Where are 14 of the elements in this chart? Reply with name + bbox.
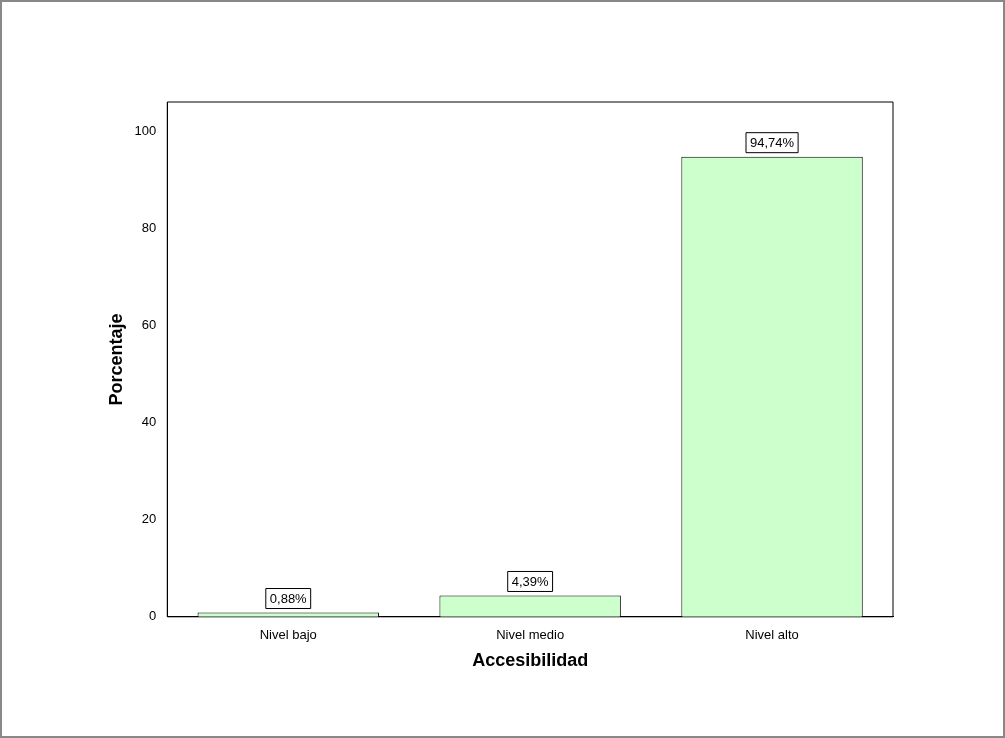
x-tick-label: Nivel bajo bbox=[259, 627, 317, 643]
data-label: 0,88% bbox=[269, 591, 308, 607]
x-tick-label: Nivel medio bbox=[496, 627, 565, 643]
y-tick-label: 80 bbox=[141, 219, 157, 235]
x-axis-title: Accesibilidad bbox=[472, 650, 589, 671]
y-tick-label: 100 bbox=[134, 122, 157, 138]
y-axis-title: Porcentaje bbox=[105, 313, 126, 406]
data-label: 94,74% bbox=[750, 135, 795, 151]
y-tick-label: 40 bbox=[141, 414, 157, 430]
data-label: 4,39% bbox=[511, 574, 550, 590]
y-tick-label: 0 bbox=[149, 608, 157, 624]
y-tick-label: 60 bbox=[141, 316, 157, 332]
y-tick-label: 20 bbox=[141, 511, 157, 527]
x-tick-label: Nivel alto bbox=[745, 627, 799, 643]
